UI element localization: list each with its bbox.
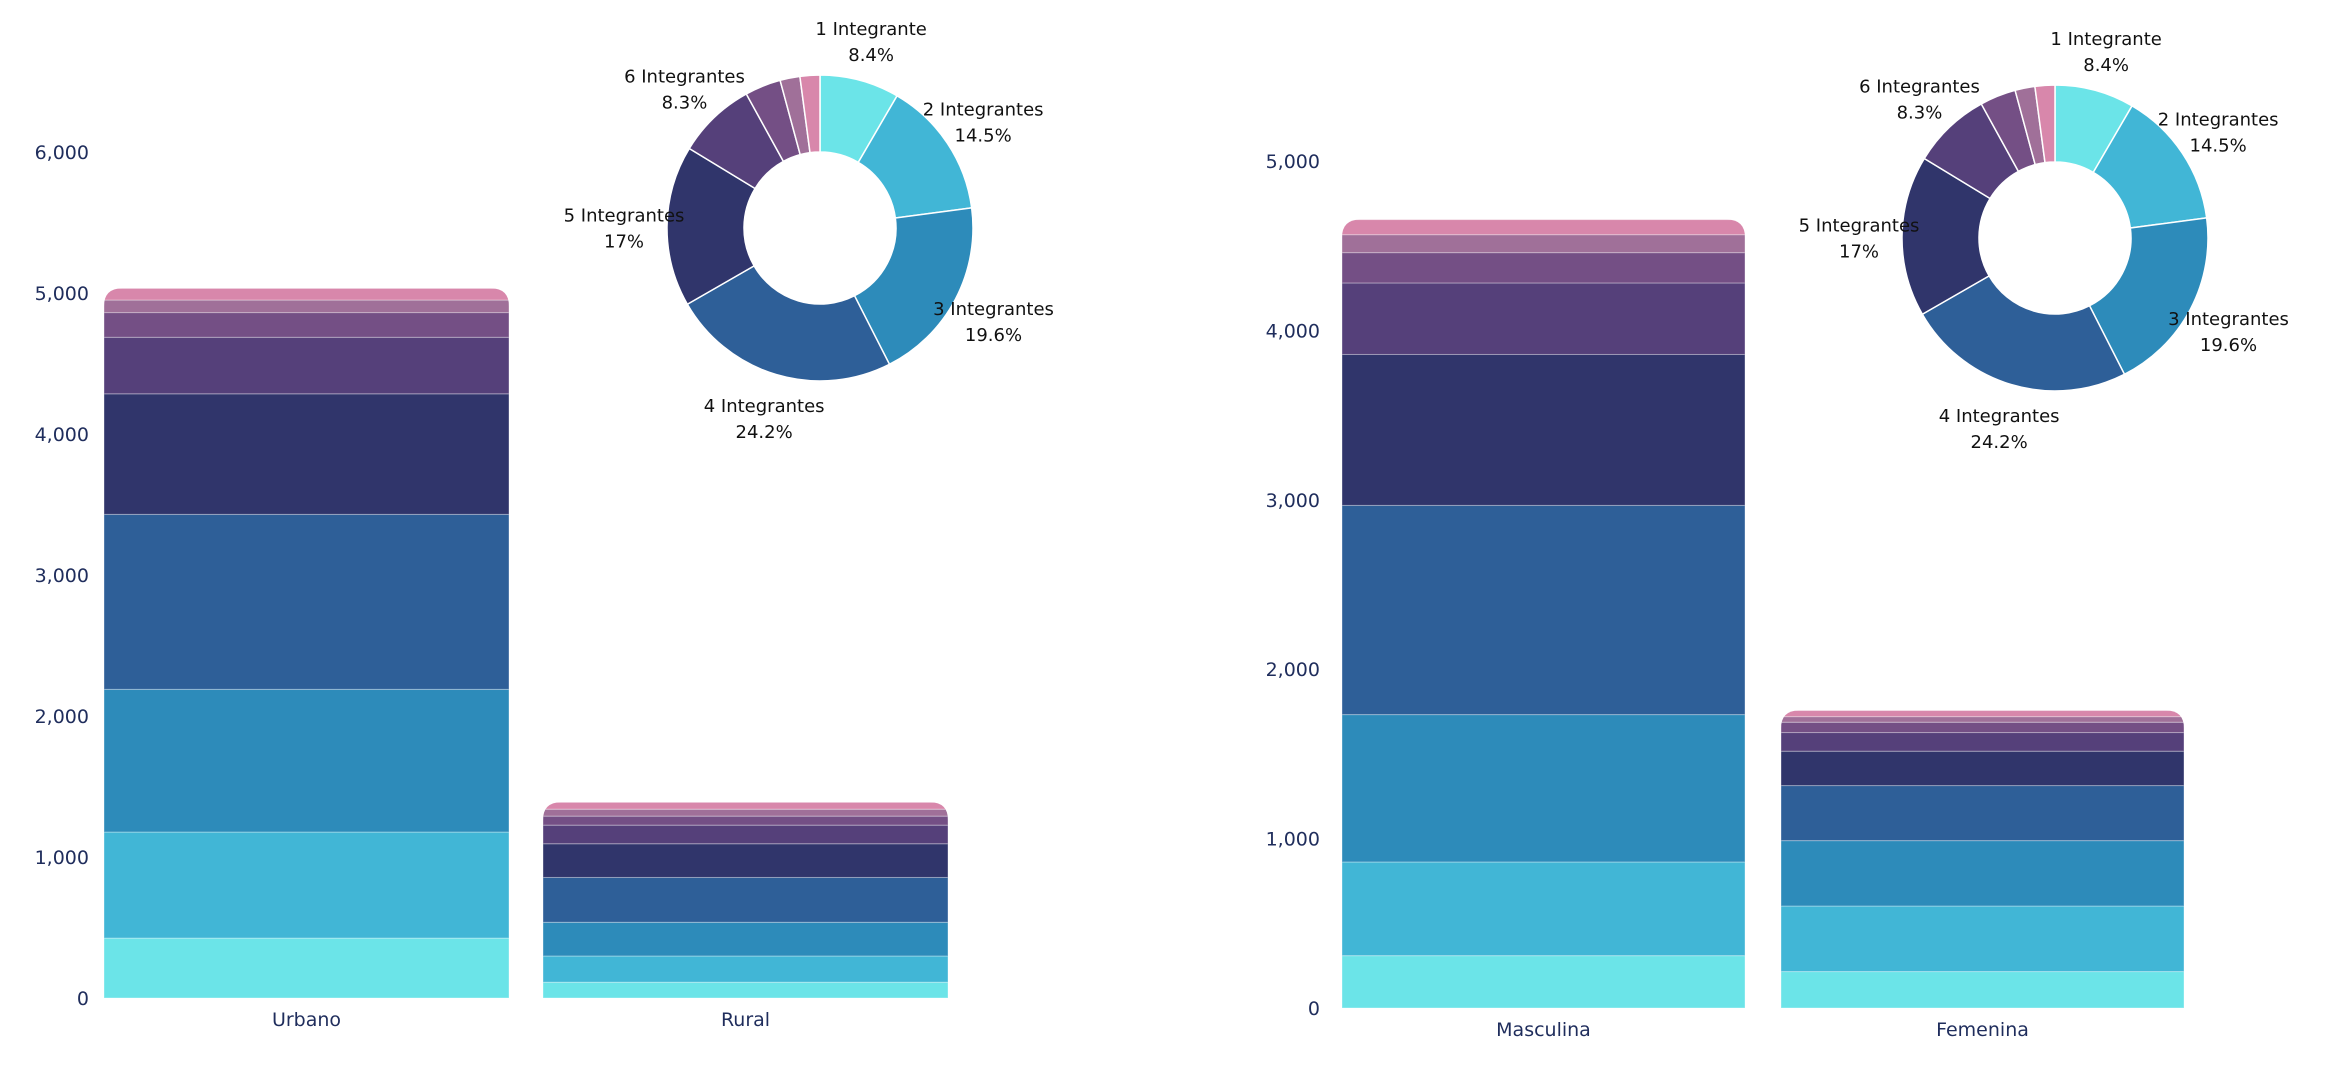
donut-label-percent: 14.5% bbox=[955, 125, 1012, 146]
bar-segment bbox=[1342, 252, 1745, 284]
bar-segment bbox=[104, 336, 509, 395]
bar-segment bbox=[1342, 353, 1745, 506]
bar-segment bbox=[1781, 750, 2184, 787]
bar-segment bbox=[1781, 905, 2184, 973]
bar-segment bbox=[1342, 955, 1745, 1008]
donut-label-percent: 8.4% bbox=[2083, 55, 2129, 76]
donut-slice bbox=[1921, 274, 2126, 392]
donut-chart: 1 Integrante 8.4% 2 Integrantes 14.5% 3 Inte… bbox=[1799, 29, 2289, 453]
donut-chart: 1 Integrante 8.4% 2 Integrantes 14.5% 3 Inte… bbox=[564, 19, 1054, 443]
donut-label-name: 1 Integrante bbox=[815, 19, 926, 40]
bar-segment bbox=[104, 299, 509, 314]
bar-segment bbox=[543, 808, 948, 817]
y-tick-label: 5,000 bbox=[35, 283, 89, 305]
bar-segment bbox=[1781, 721, 2184, 734]
y-tick-label: 0 bbox=[1308, 998, 1320, 1020]
donut-slice bbox=[2034, 84, 2056, 164]
bar-segment bbox=[543, 824, 948, 845]
y-tick-label: 6,000 bbox=[35, 142, 89, 164]
donut-label-percent: 24.2% bbox=[1971, 432, 2028, 453]
bar-segment bbox=[1342, 861, 1745, 957]
y-tick-label: 4,000 bbox=[35, 424, 89, 446]
donut-label-name: 3 Integrantes bbox=[933, 299, 1054, 320]
y-tick-label: 1,000 bbox=[35, 847, 89, 869]
stacked-bar-femenina bbox=[1781, 710, 2184, 1008]
bar-segment bbox=[1342, 282, 1745, 355]
donut-label-name: 4 Integrantes bbox=[1939, 406, 2060, 427]
bar-segment bbox=[104, 288, 509, 301]
donut-slice bbox=[686, 264, 891, 382]
donut-label-name: 4 Integrantes bbox=[704, 396, 825, 417]
bar-segment bbox=[543, 843, 948, 878]
bar-segment bbox=[543, 981, 948, 998]
donut-slice bbox=[799, 74, 821, 154]
bar-segment bbox=[104, 688, 509, 833]
stacked-bar-masculina bbox=[1342, 219, 1745, 1008]
stacked-bar-rural bbox=[543, 802, 948, 998]
bar-segment bbox=[1781, 710, 2184, 718]
donut-slice bbox=[2088, 217, 2209, 376]
donut-label-percent: 19.6% bbox=[2200, 335, 2257, 356]
bar-segment bbox=[104, 393, 509, 515]
bar-segment bbox=[543, 876, 948, 923]
donut-label-percent: 24.2% bbox=[736, 422, 793, 443]
bar-segment bbox=[1781, 840, 2184, 907]
bar-segment bbox=[1342, 234, 1745, 254]
y-tick-label: 1,000 bbox=[1266, 829, 1320, 851]
residence-area-chart: 0 1,000 2,000 3,000 4,000 5,000 6,000 Urbano Rur… bbox=[35, 19, 1054, 1031]
donut-label-name: 6 Integrantes bbox=[1859, 76, 1980, 97]
bar-segment bbox=[1781, 971, 2184, 1008]
bar-segment bbox=[1342, 219, 1745, 236]
y-tick-label: 3,000 bbox=[1266, 490, 1320, 512]
bar-segment bbox=[1781, 716, 2184, 723]
donut-label-percent: 17% bbox=[604, 232, 644, 253]
donut-label-name: 5 Integrantes bbox=[564, 206, 685, 227]
bar-segment bbox=[104, 312, 509, 338]
donut-label-name: 5 Integrantes bbox=[1799, 216, 1920, 237]
donut-label-percent: 17% bbox=[1839, 242, 1879, 263]
stacked-bar-urbano bbox=[104, 288, 509, 998]
y-tick-label: 4,000 bbox=[1266, 320, 1320, 342]
bar-segment bbox=[104, 937, 509, 998]
donut-label-percent: 14.5% bbox=[2190, 135, 2247, 156]
x-category-label: Rural bbox=[721, 1009, 770, 1031]
bar-segment bbox=[543, 921, 948, 957]
bar-segment bbox=[104, 831, 509, 939]
bar-segment bbox=[543, 955, 948, 983]
x-category-label: Masculina bbox=[1496, 1019, 1591, 1041]
x-category-label: Femenina bbox=[1936, 1019, 2029, 1041]
y-tick-label: 2,000 bbox=[35, 706, 89, 728]
donut-slice bbox=[853, 207, 974, 366]
gender-chart: 0 1,000 2,000 3,000 4,000 5,000 Masculina Femen… bbox=[1266, 29, 2289, 1041]
y-tick-label: 0 bbox=[77, 988, 89, 1010]
bar-segment bbox=[1781, 785, 2184, 842]
y-tick-label: 5,000 bbox=[1266, 151, 1320, 173]
donut-label-name: 2 Integrantes bbox=[2158, 109, 2279, 130]
bar-segment bbox=[104, 513, 509, 690]
donut-label-percent: 8.3% bbox=[662, 92, 708, 113]
donut-label-percent: 8.3% bbox=[1897, 102, 1943, 123]
bar-segment bbox=[1781, 732, 2184, 752]
donut-label-name: 6 Integrantes bbox=[624, 66, 745, 87]
donut-label-name: 2 Integrantes bbox=[923, 99, 1044, 120]
y-tick-label: 3,000 bbox=[35, 565, 89, 587]
bar-segment bbox=[1342, 504, 1745, 716]
x-category-label: Urbano bbox=[272, 1009, 341, 1031]
donut-label-percent: 19.6% bbox=[965, 325, 1022, 346]
donut-label-percent: 8.4% bbox=[848, 45, 894, 66]
donut-label-name: 3 Integrantes bbox=[2168, 309, 2289, 330]
y-tick-label: 2,000 bbox=[1266, 659, 1320, 681]
bar-segment bbox=[543, 815, 948, 826]
bar-segment bbox=[1342, 714, 1745, 863]
donut-label-name: 1 Integrante bbox=[2050, 29, 2161, 50]
bar-segment bbox=[543, 802, 948, 810]
